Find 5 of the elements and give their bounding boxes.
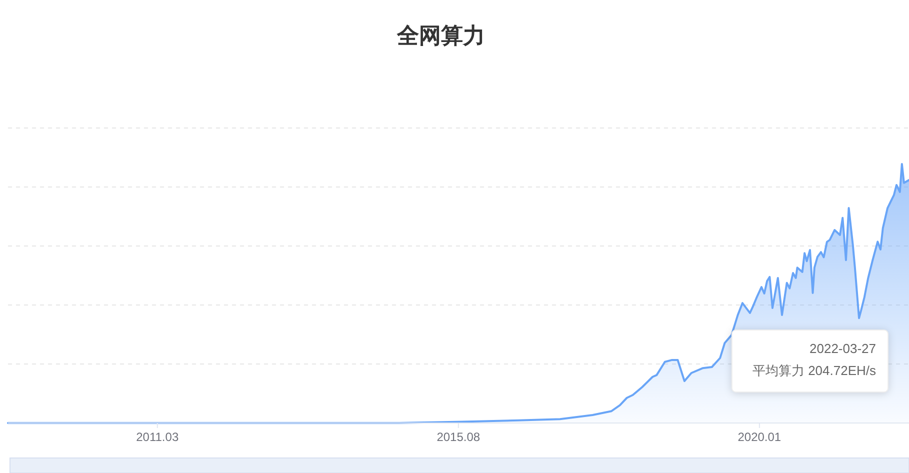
x-tick-label: 2020.01 — [738, 430, 782, 444]
x-tick-label: 2015.08 — [436, 430, 480, 444]
x-tick-label: 2011.03 — [136, 430, 179, 444]
annotation: 2022-03-27 平均算力 204.72EH/s — [752, 341, 876, 378]
chart-title: 全网算力 — [396, 23, 485, 48]
